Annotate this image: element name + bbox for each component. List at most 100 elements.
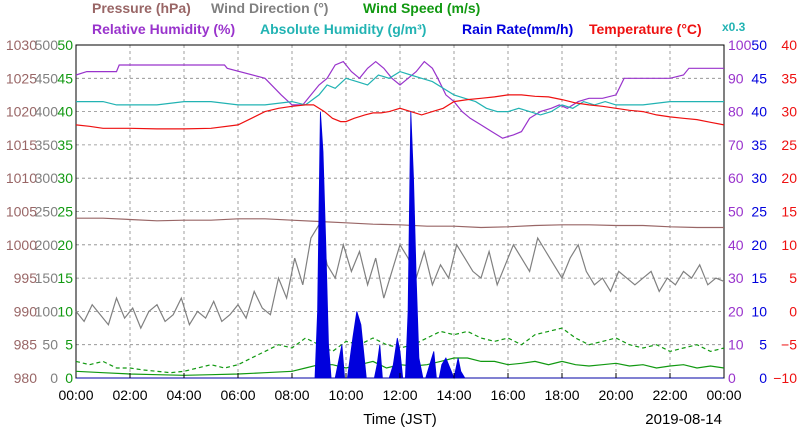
y-tick-label-rain-rate: 30 [751, 170, 767, 186]
x-tick-label: 22:00 [652, 387, 687, 403]
header-wind-speed-label: Wind Speed (m/s) [363, 0, 480, 16]
y-tick-label-wind-dir: 150 [35, 270, 59, 286]
y-tick-label-rel-humidity: 80 [728, 104, 744, 120]
series-layer [75, 60, 725, 380]
y-tick-label-wind-dir: 350 [35, 137, 59, 153]
y-tick-label-wind-speed: 30 [57, 170, 73, 186]
y-tick-label-wind-speed: 45 [57, 70, 73, 86]
y-tick-label-rel-humidity: 70 [728, 137, 744, 153]
x-tick-label: 18:00 [544, 387, 579, 403]
y-tick-label-rain-rate: 20 [751, 237, 767, 253]
y-tick-label-rain-rate: 35 [751, 137, 767, 153]
y-tick-label-rain-rate: 25 [751, 204, 767, 220]
x-tick-label: 02:00 [112, 387, 147, 403]
y-tick-label-pressure: 980 [14, 370, 38, 386]
y-tick-label-rain-rate: 45 [751, 70, 767, 86]
y-tick-label-pressure: 995 [14, 270, 38, 286]
y-tick-label-pressure: 1000 [6, 237, 37, 253]
series-relative-humidity [75, 60, 724, 139]
y-tick-label-rel-humidity: 40 [728, 237, 744, 253]
y-tick-label-wind-speed: 15 [57, 270, 73, 286]
x-tick-label: 20:00 [598, 387, 633, 403]
y-tick-label-rain-rate: 15 [751, 270, 767, 286]
x-tick-label: 10:00 [328, 387, 363, 403]
y-tick-label-pressure: 1025 [6, 70, 37, 86]
y-tick-label-temperature: 20 [781, 170, 797, 186]
y-tick-label-rel-humidity: 0 [728, 370, 736, 386]
y-tick-label-rel-humidity: 100 [728, 37, 752, 53]
series-temperature-c [75, 94, 725, 130]
y-tick-label-wind-dir: 300 [35, 170, 59, 186]
y-tick-label-rel-humidity: 20 [728, 303, 744, 319]
y-tick-label-rain-rate: 0 [759, 370, 767, 386]
x-tick-label: 00:00 [58, 387, 93, 403]
y-tick-label-wind-dir: 400 [35, 104, 59, 120]
x-tick-label: 04:00 [166, 387, 201, 403]
y-tick-label-temperature: 35 [781, 70, 797, 86]
y-tick-label-temperature: 5 [789, 270, 797, 286]
series-pressure-hpa [76, 217, 724, 229]
y-tick-label-pressure: 1020 [6, 104, 37, 120]
y-tick-label-wind-dir: 100 [35, 303, 59, 319]
series-wind-speed-m-s [75, 357, 725, 376]
x-tick-label: 16:00 [490, 387, 525, 403]
y-tick-label-wind-dir: 450 [35, 70, 59, 86]
y-tick-label-wind-dir: 500 [35, 37, 59, 53]
y-tick-label-pressure: 1005 [6, 204, 37, 220]
y-tick-label-temperature: −10 [773, 370, 797, 386]
y-tick-label-rel-humidity: 90 [728, 70, 744, 86]
y-tick-label-temperature: 10 [781, 237, 797, 253]
y-tick-label-wind-speed: 5 [65, 337, 73, 353]
y-tick-label-wind-speed: 0 [65, 370, 73, 386]
header-relative-humidity-label: Relative Humidity (%) [92, 21, 235, 37]
y-tick-label-wind-speed: 25 [57, 204, 73, 220]
y-tick-label-temperature: 25 [781, 137, 797, 153]
y-tick-label-pressure: 990 [14, 303, 38, 319]
x-tick-label: 06:00 [220, 387, 255, 403]
y-tick-label-pressure: 1030 [6, 37, 37, 53]
axis-labels: 00:00 02:00 04:00 06:00 08:00 10:00 12:00 14:00… [6, 37, 797, 403]
header-wind-direction-label: Wind Direction (°) [211, 0, 328, 16]
y-tick-label-wind-dir: 0 [50, 370, 58, 386]
y-tick-label-rel-humidity: 30 [728, 270, 744, 286]
series-wind-direction [75, 223, 725, 330]
y-tick-label-rel-humidity: 60 [728, 170, 744, 186]
y-tick-label-rain-rate: 50 [751, 37, 767, 53]
header-row-1: Pressure (hPa) Wind Direction (°) Wind S… [92, 0, 480, 16]
y-tick-label-rel-humidity: 10 [728, 337, 744, 353]
y-tick-label-temperature: −5 [781, 337, 797, 353]
y-tick-label-wind-speed: 40 [57, 104, 73, 120]
y-tick-label-rain-rate: 5 [759, 337, 767, 353]
y-tick-label-wind-speed: 20 [57, 237, 73, 253]
grid [76, 45, 724, 378]
series-rain-rate-mm-h [76, 111, 724, 380]
y-tick-label-temperature: 15 [781, 204, 797, 220]
x-tick-label: 12:00 [382, 387, 417, 403]
header-rain-rate-label: Rain Rate(mm/h) [462, 21, 573, 37]
y-tick-label-rain-rate: 10 [751, 303, 767, 319]
y-tick-label-wind-speed: 50 [57, 37, 73, 53]
header-temperature-label: Temperature (°C) [589, 21, 702, 37]
y-tick-label-rel-humidity: 50 [728, 204, 744, 220]
x-tick-label: 14:00 [436, 387, 471, 403]
y-tick-label-pressure: 1015 [6, 137, 37, 153]
x-tick-label: 00:00 [706, 387, 741, 403]
header-absolute-humidity-label: Absolute Humidity (g/m³) [260, 21, 426, 37]
y-tick-label-wind-dir: 250 [35, 204, 59, 220]
y-tick-label-wind-dir: 50 [42, 337, 58, 353]
y-tick-label-wind-speed: 10 [57, 303, 73, 319]
y-tick-label-wind-dir: 200 [35, 237, 59, 253]
x-tick-label: 08:00 [274, 387, 309, 403]
x03-scale-label: x0.3 [722, 20, 746, 34]
y-tick-label-rain-rate: 40 [751, 104, 767, 120]
x-axis-title: Time (JST) [363, 411, 437, 428]
y-tick-label-temperature: 0 [789, 303, 797, 319]
header-row-2: Relative Humidity (%) Absolute Humidity … [92, 20, 746, 37]
y-tick-label-pressure: 985 [14, 337, 38, 353]
y-tick-label-pressure: 1010 [6, 170, 37, 186]
y-tick-label-temperature: 30 [781, 104, 797, 120]
y-tick-label-temperature: 40 [781, 37, 797, 53]
date-label: 2019-08-14 [645, 411, 722, 428]
y-tick-label-wind-speed: 35 [57, 137, 73, 153]
